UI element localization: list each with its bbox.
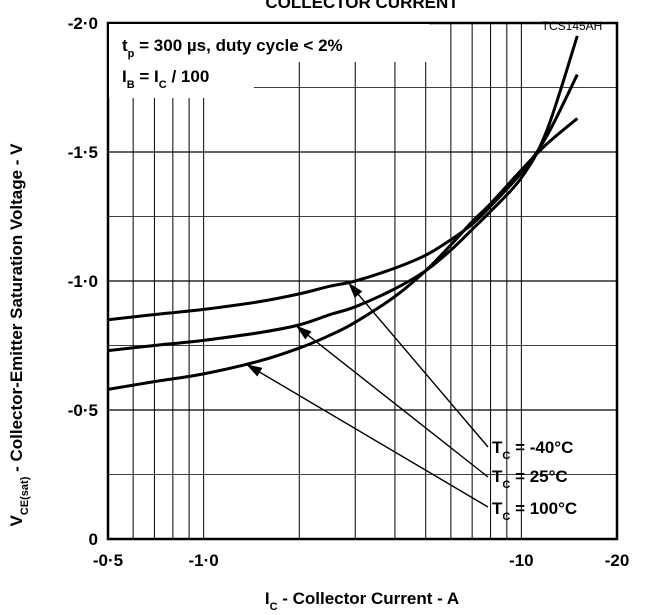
chart-title: COLLECTOR CURRENT [265, 0, 459, 12]
annotation-arrow-line [295, 324, 489, 478]
x-tick-labels: -0·5 -1·0 -10 -20 [93, 551, 629, 570]
x-tick-label: -20 [605, 551, 630, 570]
x-axis-label: IC - Collector Current - A [265, 589, 459, 613]
y-tick-label: -1·5 [68, 143, 98, 162]
plot-frame [106, 21, 619, 541]
annotation-arrow-head [295, 325, 312, 340]
series-label-minus40: TC = -40°C [492, 438, 573, 462]
series-line-2 [107, 117, 579, 391]
grid [108, 23, 617, 539]
series-label-25: TC = 25°C [492, 467, 568, 491]
annotation-arrow-head [348, 282, 363, 298]
conditions-box-ext [254, 24, 429, 62]
series-line-0 [107, 73, 579, 322]
x-tick-label: -1·0 [189, 551, 219, 570]
x-tick-label: -10 [509, 551, 534, 570]
y-axis-label: VCE(sat) - Collector-Emitter Saturation … [7, 143, 31, 527]
series-label-100: TC = 100°C [492, 499, 577, 523]
series-labels: TC = -40°C TC = 25°C TC = 100°C [492, 438, 577, 523]
condition-base-current: IB = IC / 100 [122, 67, 209, 91]
y-tick-label: -0·5 [68, 401, 98, 420]
condition-pulse: tp = 300 µs, duty cycle < 2% [122, 36, 343, 60]
annotation-arrow-line [245, 363, 489, 508]
y-tick-label: -2·0 [68, 14, 98, 33]
conditions-box [109, 24, 254, 98]
series-line-1 [107, 35, 579, 353]
figure-code: TCS145AH [542, 19, 603, 33]
x-tick-label: -0·5 [93, 551, 123, 570]
y-tick-label: 0 [89, 530, 98, 549]
y-tick-labels: 0 -0·5 -1·0 -1·5 -2·0 [68, 14, 98, 549]
y-tick-label: -1·0 [68, 272, 98, 291]
annotation-arrow-head [246, 364, 263, 377]
annotation-arrow-line [347, 281, 489, 448]
curves [107, 35, 579, 391]
annotation-arrows [245, 281, 489, 508]
